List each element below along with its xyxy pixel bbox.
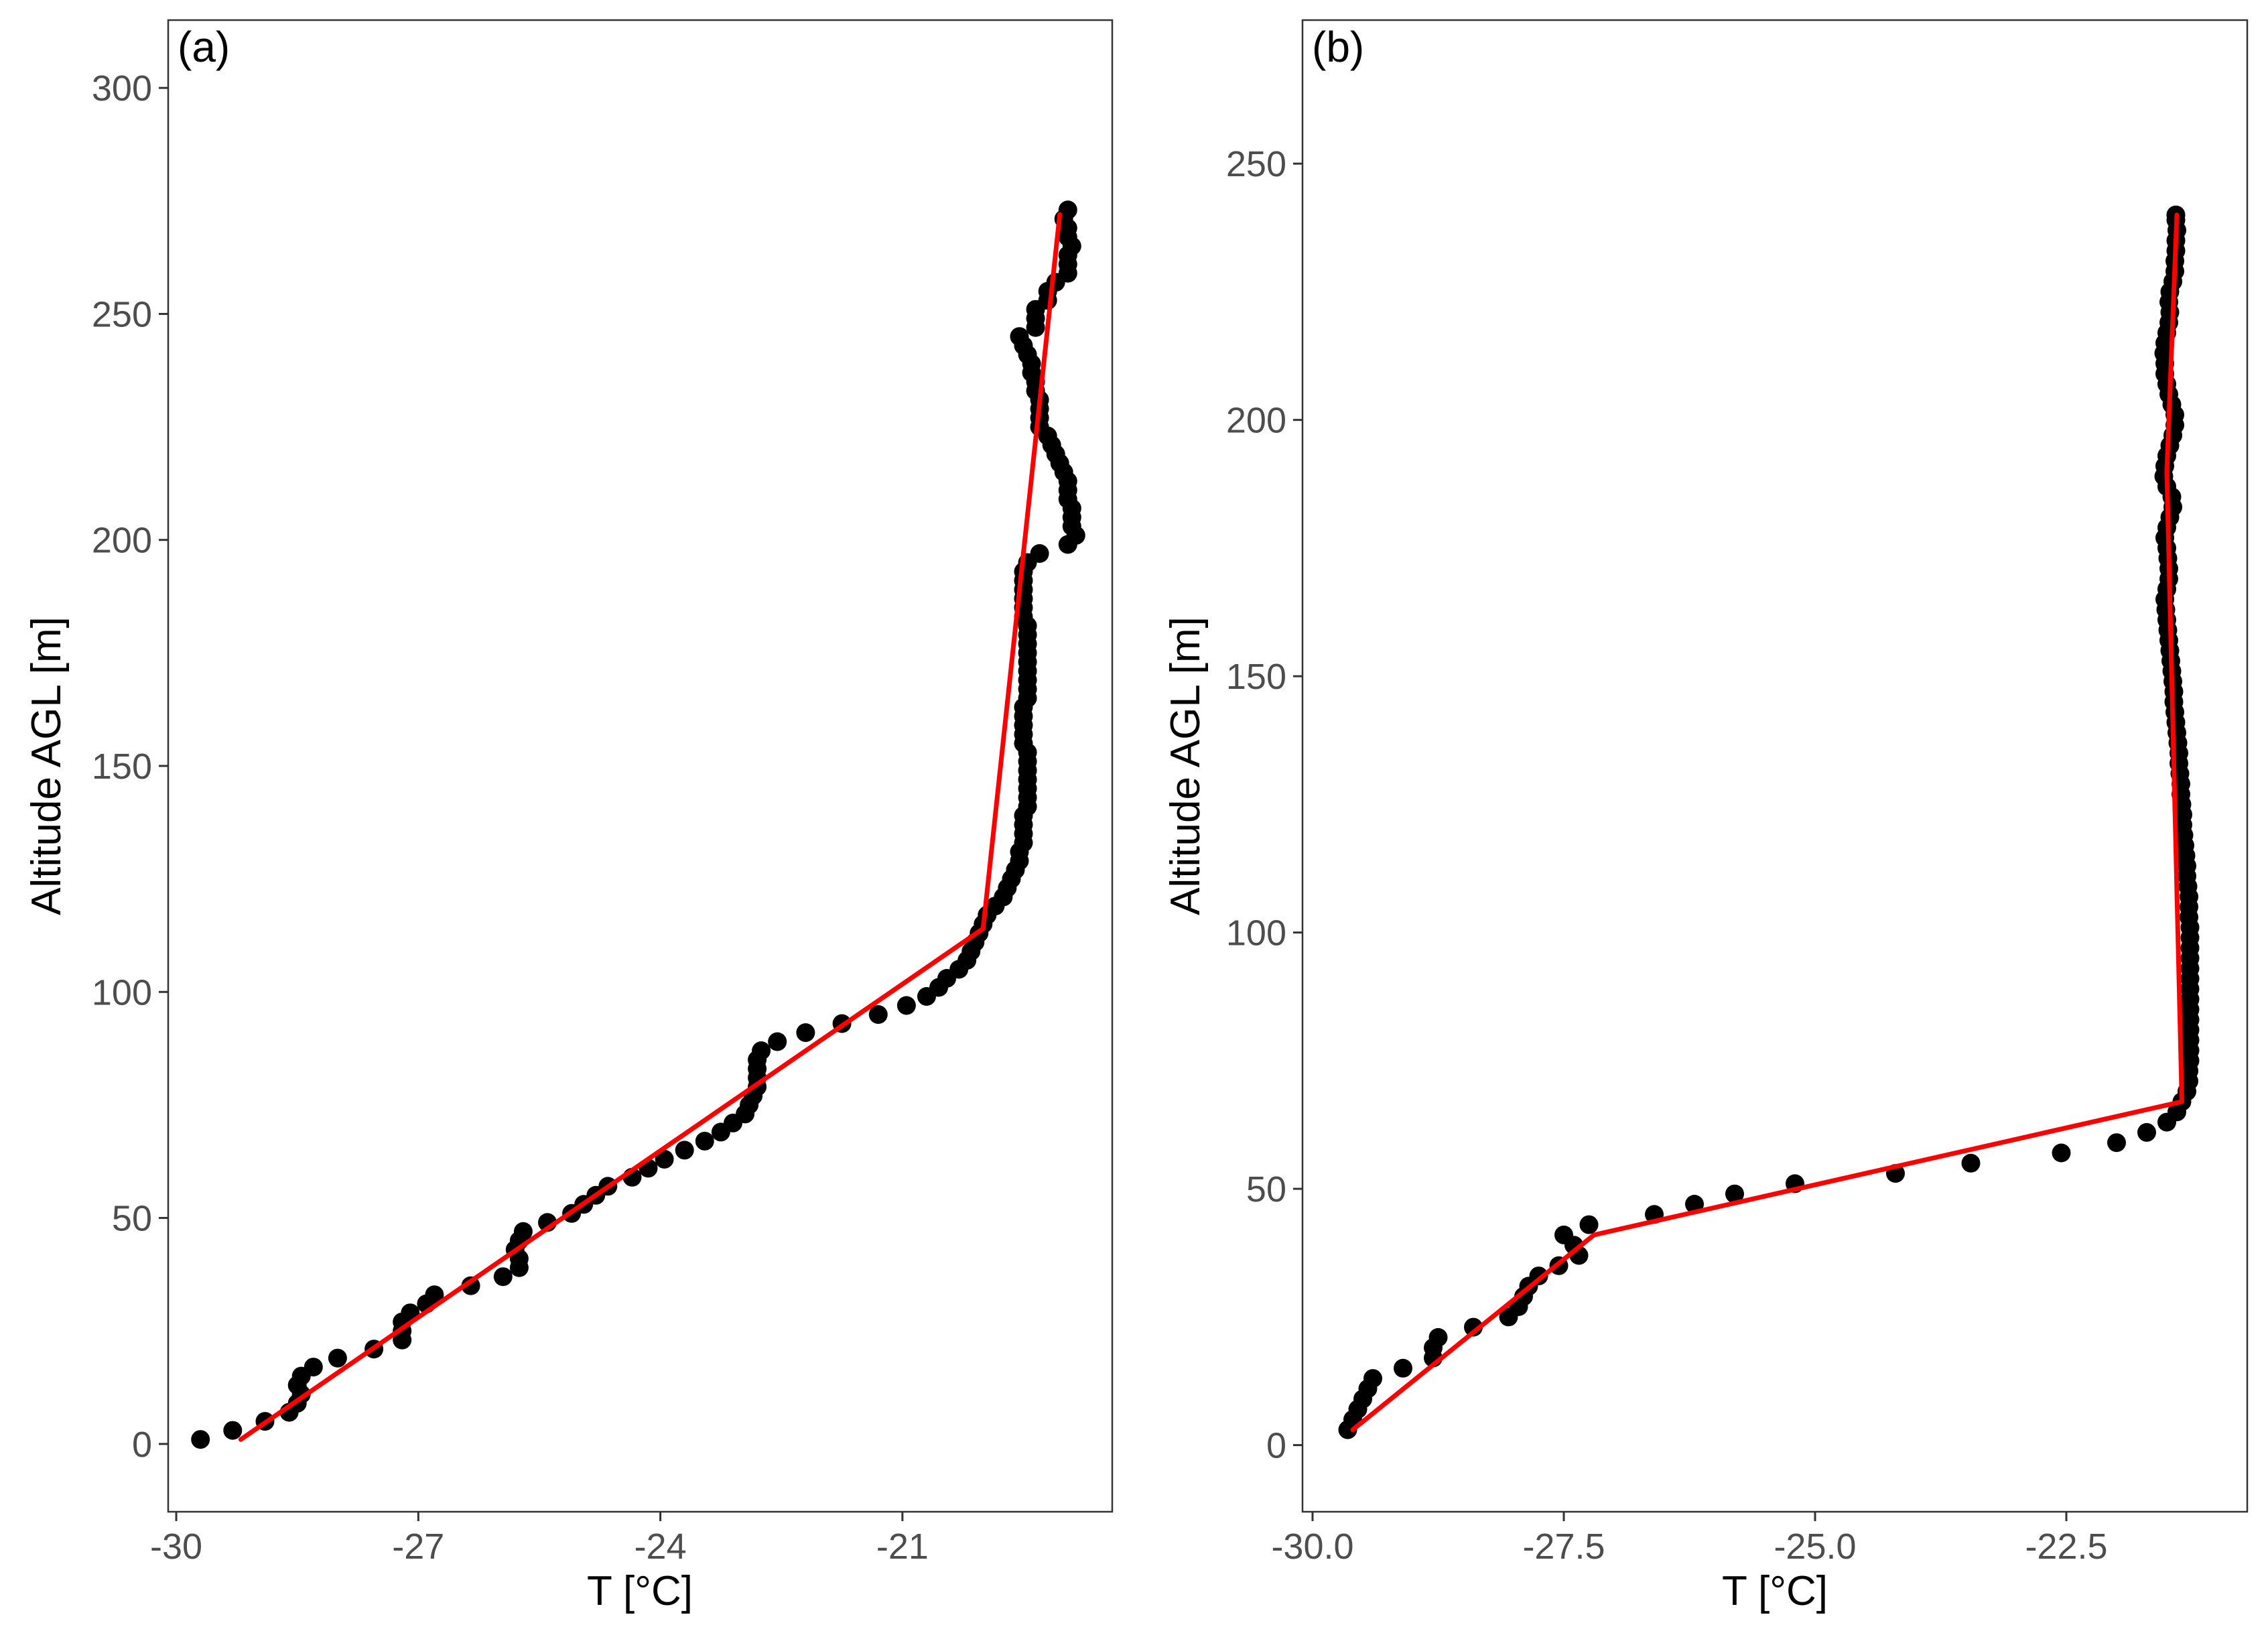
- panel-b-y-tick-label: 100: [1226, 913, 1286, 954]
- panel-a-x-tick-label: -21: [876, 1526, 929, 1567]
- panel-a-x-tick-label: -30: [150, 1526, 202, 1567]
- panel-b-data-point: [1464, 1317, 1483, 1337]
- panel-a-label: (a): [178, 23, 230, 71]
- panel-a-y-ticks: 0 50 100 150 200 250 300: [92, 68, 168, 1465]
- panel-b-points: [1338, 205, 2200, 1439]
- panel-a-y-tick-label: 200: [92, 521, 152, 561]
- panel-a-data-point: [896, 996, 916, 1015]
- panel-a-data-point: [675, 1141, 694, 1160]
- panel-b-y-tick-label: 250: [1226, 144, 1286, 184]
- panel-b-x-tick-label: -27.5: [1522, 1526, 1605, 1567]
- panel-a-x-axis-title: T [°C]: [587, 1568, 693, 1614]
- panel-b-x-tick-label: -30.0: [1271, 1526, 1353, 1567]
- panel-b-y-tick-label: 50: [1246, 1169, 1286, 1210]
- panel-b: -30.0 -27.5 -25.0 -22.5 0 50 100 150 200 250 (b)…: [1162, 19, 2249, 1614]
- panel-b-y-ticks: 0 50 100 150 200 250: [1226, 144, 1303, 1466]
- panel-b-data-point: [2137, 1122, 2156, 1142]
- panel-b-y-tick-label: 150: [1226, 657, 1286, 697]
- panel-b-x-tick-label: -25.0: [1774, 1526, 1856, 1567]
- panel-a-data-point: [752, 1041, 771, 1060]
- panel-a-x-ticks: -30 -27 -24 -21: [150, 1512, 929, 1567]
- panel-a-data-point: [1030, 544, 1049, 563]
- panel-a-data-point: [868, 1005, 888, 1024]
- panel-a-y-tick-label: 0: [132, 1425, 152, 1465]
- panel-a-y-axis-title: Altitude AGL [m]: [23, 616, 70, 915]
- panel-a-data-point: [695, 1131, 714, 1151]
- panel-b-data-point: [1579, 1215, 1599, 1234]
- panel-a-data-point: [1010, 327, 1029, 346]
- panel-b-data-point: [2107, 1133, 2126, 1153]
- panel-b-x-ticks: -30.0 -27.5 -25.0 -22.5: [1271, 1512, 2108, 1567]
- panel-b-data-point: [1554, 1225, 1573, 1244]
- panel-b-frame: [1301, 19, 2249, 1513]
- panel-a-data-point: [493, 1267, 513, 1287]
- panel-a-y-tick-label: 300: [92, 68, 152, 109]
- panel-b-fit-line: [1350, 212, 2184, 1433]
- panel-a-points: [191, 200, 1085, 1449]
- panel-a-frame: [167, 19, 1114, 1513]
- panel-a-data-point: [304, 1358, 323, 1377]
- panel-a-x-tick-label: -27: [392, 1526, 444, 1567]
- panel-a-data-point: [513, 1222, 533, 1241]
- panel-b-data-point: [1363, 1369, 1382, 1388]
- panel-b-label: (b): [1312, 23, 1364, 71]
- panel-b-y-axis-title: Altitude AGL [m]: [1162, 616, 1209, 915]
- panel-b-x-axis-title: T [°C]: [1722, 1568, 1828, 1614]
- panel-a-y-tick-label: 50: [112, 1199, 152, 1239]
- panel-b-y-tick-label: 200: [1226, 401, 1286, 441]
- panel-b-fit: [1350, 212, 2184, 1433]
- panel-a-data-point: [425, 1285, 444, 1305]
- panel-b-x-tick-label: -22.5: [2025, 1526, 2107, 1567]
- panel-a-y-tick-label: 100: [92, 972, 152, 1013]
- panel-b-data-point: [2052, 1143, 2071, 1163]
- panel-b-data-point: [1725, 1184, 1744, 1204]
- panel-b-y-tick-label: 0: [1266, 1426, 1286, 1466]
- panel-b-data-point: [1428, 1327, 1448, 1347]
- panel-a-data-point: [191, 1430, 210, 1449]
- panel-a-x-tick-label: -24: [635, 1526, 687, 1567]
- panel-a-data-point: [796, 1023, 815, 1042]
- panel-b-data-point: [1394, 1358, 1412, 1378]
- panel-a-data-point: [1058, 200, 1077, 220]
- panel-a-data-point: [655, 1149, 674, 1169]
- panel-a-fit-line: [238, 212, 1063, 1442]
- panel-a-y-tick-label: 250: [92, 294, 152, 334]
- panel-a-data-point: [768, 1032, 787, 1051]
- panel-a: -30 -27 -24 -21 0 50 100 150 200 250 300 (a) T [°…: [23, 19, 1114, 1614]
- panel-a-data-point: [223, 1421, 243, 1440]
- panel-a-y-tick-label: 150: [92, 746, 152, 787]
- panel-a-data-point: [328, 1348, 347, 1368]
- panel-a-fit: [238, 212, 1063, 1442]
- panel-b-data-point: [1961, 1153, 1981, 1173]
- panel-a-data-point: [461, 1276, 480, 1295]
